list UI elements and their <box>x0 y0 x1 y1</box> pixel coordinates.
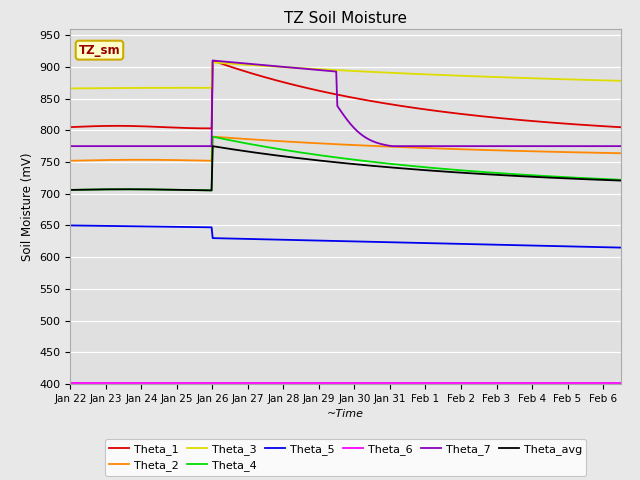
Text: TZ_sm: TZ_sm <box>79 44 120 57</box>
X-axis label: ~Time: ~Time <box>327 409 364 419</box>
Legend: Theta_1, Theta_2, Theta_3, Theta_4, Theta_5, Theta_6, Theta_7, Theta_avg: Theta_1, Theta_2, Theta_3, Theta_4, Thet… <box>105 439 586 476</box>
Y-axis label: Soil Moisture (mV): Soil Moisture (mV) <box>21 152 34 261</box>
Title: TZ Soil Moisture: TZ Soil Moisture <box>284 11 407 26</box>
